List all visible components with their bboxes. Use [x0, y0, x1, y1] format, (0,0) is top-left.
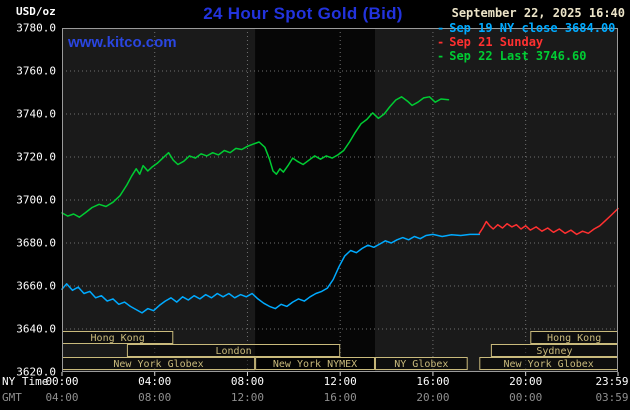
x-axis-ny-tick-label: 04:00 [138, 375, 172, 388]
x-axis-gmt-tick-label: 03:59 [595, 391, 629, 404]
x-axis-gmt-tick-label: 16:00 [323, 391, 357, 404]
legend-item-sep19: - Sep 19 NY close 3684.00 [437, 21, 615, 35]
session-box [255, 357, 375, 370]
plot-border [62, 28, 618, 372]
x-axis-ny-tick-label: 16:00 [416, 375, 450, 388]
y-axis-tick-label: 3720.0 [16, 150, 56, 164]
session-label: New York Globex [503, 359, 593, 370]
series-sep-21-sunday [478, 207, 619, 236]
x-axis-ny-tick-label: 08:00 [230, 375, 265, 388]
legend-item-sep21: - Sep 21 Sunday [437, 35, 615, 49]
y-axis: 3780.0 3760.0 3740.0 3720.0 3700.0 3680.0 3660… [0, 22, 58, 379]
x-axis-ny-row: NY Time 00:00 04:00 08:00 12:00 16:00 20:00 23… [0, 375, 630, 388]
plot-dark-band [255, 28, 375, 372]
x-axis-ny-tick-label: 20:00 [509, 375, 543, 388]
x-axis-gmt-tick-label: 12:00 [230, 391, 265, 404]
session-label: Hong Kong [547, 333, 601, 344]
x-axis-gmt-tick-label: 00:00 [509, 391, 543, 404]
legend-dash-sep19: - [437, 21, 445, 35]
legend-dash-sep22: - [437, 49, 445, 63]
x-axis-ny-tick-label: 23:59 [595, 375, 629, 388]
x-axis-gmt-tick-label: 20:00 [416, 391, 450, 404]
kitco-watermark-link[interactable]: www.kitco.com [68, 34, 177, 51]
y-axis-units-label: USD/oz [16, 5, 56, 18]
x-axis-gmt-tick-label: 08:00 [138, 391, 172, 404]
session-label: New York NYMEX [273, 359, 357, 370]
x-axis-ny-tick-label: 00:00 [45, 375, 79, 388]
legend-dash-sep21: - [437, 35, 445, 49]
series-sep-19-ny-close [61, 233, 481, 314]
session-box [126, 344, 341, 357]
chart-plot-area: Hong Kong Hong Kong London Sydney New York G… [61, 28, 619, 376]
legend-item-sep22: - Sep 22 Last 3746.60 [437, 49, 615, 63]
legend-label-sep21: Sep 21 Sunday [449, 35, 544, 49]
session-label: NY Globex [394, 359, 448, 370]
y-axis-tick-label: 3660.0 [16, 279, 56, 293]
y-axis-tick-label: 3640.0 [16, 322, 56, 336]
session-label: Sydney [536, 346, 572, 357]
y-axis-tick-label: 3680.0 [16, 236, 56, 250]
y-axis-tick-label: 3700.0 [16, 193, 56, 207]
y-axis-tick-label: 3780.0 [16, 21, 56, 35]
x-axis-gmt-name: GMT [2, 391, 22, 404]
y-axis-tick-label: 3760.0 [16, 64, 56, 78]
series-sep-22-last [61, 96, 450, 218]
chart-datetime: September 22, 2025 16:40 [451, 6, 625, 20]
x-axis-ny-tick-label: 12:00 [323, 375, 357, 388]
session-box [374, 357, 468, 370]
chart-title: 24 Hour Spot Gold (Bid) [203, 4, 403, 23]
legend-label-sep19: Sep 19 NY close 3684.00 [449, 21, 616, 35]
y-axis-tick-label: 3620.0 [16, 365, 56, 379]
session-label: London [215, 346, 251, 357]
session-label: New York Globex [113, 359, 203, 370]
x-axis-gmt-row: GMT 04:00 08:00 12:00 16:00 20:00 00:00 03:59 [0, 391, 630, 404]
y-axis-tick-label: 3740.0 [16, 107, 56, 121]
legend-label-sep22: Sep 22 Last 3746.60 [449, 49, 587, 63]
chart-legend: - Sep 19 NY close 3684.00 - Sep 21 Sunda… [437, 21, 615, 63]
session-label: Hong Kong [91, 333, 145, 344]
x-axis-ny-name: NY Time [2, 375, 49, 388]
x-axis-gmt-tick-label: 04:00 [45, 391, 79, 404]
